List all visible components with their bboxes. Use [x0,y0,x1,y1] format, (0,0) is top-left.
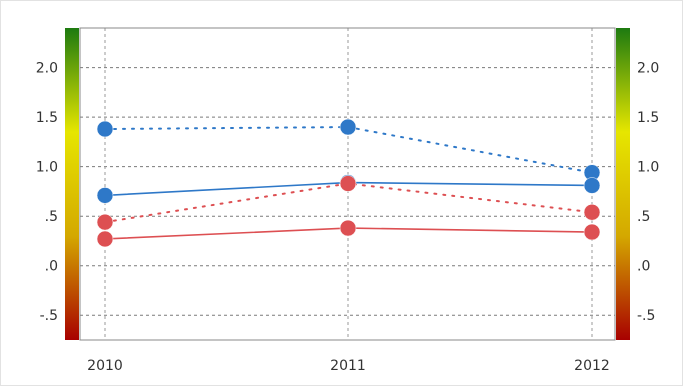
series-4-point [339,219,357,237]
series-4-point [583,223,601,241]
y-tick-label-left: 1.5 [36,110,58,126]
y-tick-label-left: .5 [45,209,58,225]
y-tick-label-left: .0 [45,259,58,275]
y-tick-label-right: .0 [637,259,650,275]
y-tick-label-left: -.5 [40,308,58,324]
plot-border [79,27,616,341]
series-line-3 [104,182,593,224]
series-4-point [96,230,114,248]
series-3-point [339,175,357,192]
y-tick-label-right: .5 [637,209,650,225]
y-tick-label-left: 2.0 [36,61,58,77]
y-tick-label-right: -.5 [637,308,655,324]
series-1-point [96,120,114,138]
y-tick-label-right: 1.0 [637,160,659,176]
left-color-scale [65,28,79,340]
y-tick-label-right: 1.5 [637,110,659,126]
series-3-point [96,213,114,231]
right-color-scale [616,28,630,340]
x-tick-label: 2010 [87,358,123,374]
series-2-point [96,187,114,204]
series-2-point [583,177,601,194]
x-tick-label: 2012 [574,358,610,374]
y-tick-label-right: 2.0 [637,61,659,77]
series-3-point [583,203,601,221]
y-tick-label-left: 1.0 [36,160,58,176]
series-1-point [339,118,357,136]
x-tick-label: 2011 [330,358,366,374]
